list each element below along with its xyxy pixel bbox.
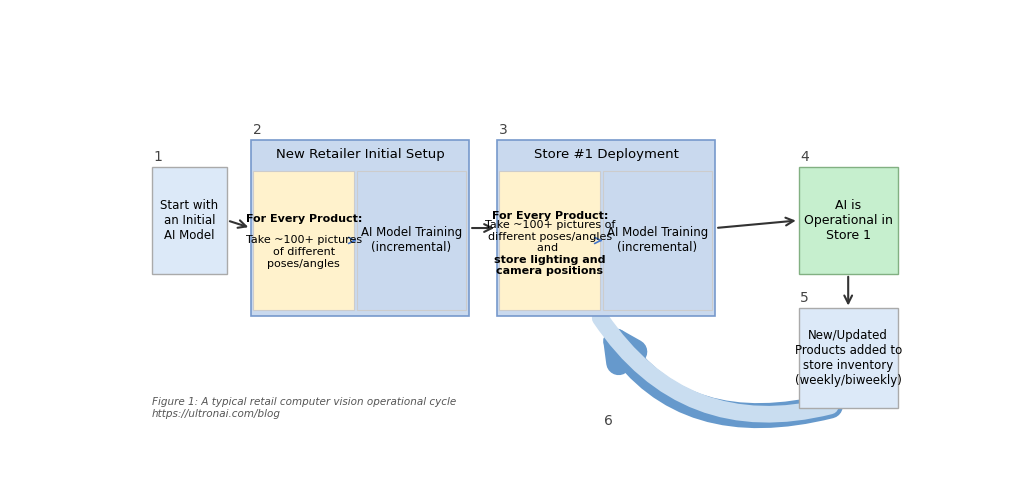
- Text: 3: 3: [499, 123, 507, 137]
- Text: AI is
Operational in
Store 1: AI is Operational in Store 1: [804, 199, 893, 242]
- FancyBboxPatch shape: [799, 308, 898, 408]
- Text: Take ~100+ pictures
of different
poses/angles: Take ~100+ pictures of different poses/a…: [246, 236, 361, 268]
- Text: store lighting and
camera positions: store lighting and camera positions: [494, 254, 605, 276]
- FancyBboxPatch shape: [799, 167, 898, 274]
- FancyBboxPatch shape: [253, 170, 354, 310]
- Text: 5: 5: [800, 291, 809, 305]
- Text: New Retailer Initial Setup: New Retailer Initial Setup: [275, 148, 444, 161]
- Text: 1: 1: [154, 150, 162, 164]
- Text: New/Updated
Products added to
store inventory
(weekly/biweekly): New/Updated Products added to store inve…: [795, 329, 902, 387]
- FancyBboxPatch shape: [152, 167, 227, 274]
- Text: For Every Product:: For Every Product:: [246, 214, 361, 225]
- Text: For Every Product:: For Every Product:: [492, 211, 608, 221]
- Text: 6: 6: [604, 414, 612, 428]
- Text: AI Model Training
(incremental): AI Model Training (incremental): [606, 227, 708, 254]
- FancyBboxPatch shape: [500, 170, 600, 310]
- Text: Figure 1: A typical retail computer vision operational cycle
https://ultronai.co: Figure 1: A typical retail computer visi…: [152, 397, 456, 418]
- Text: 4: 4: [800, 150, 809, 164]
- FancyBboxPatch shape: [602, 170, 712, 310]
- Text: AI Model Training
(incremental): AI Model Training (incremental): [360, 227, 462, 254]
- Text: Take ~100+ pictures of
different poses/angles
and: Take ~100+ pictures of different poses/a…: [484, 220, 615, 253]
- FancyBboxPatch shape: [251, 140, 469, 316]
- FancyBboxPatch shape: [356, 170, 466, 310]
- FancyBboxPatch shape: [497, 140, 715, 316]
- Text: Start with
an Initial
AI Model: Start with an Initial AI Model: [161, 199, 218, 242]
- Text: 2: 2: [253, 123, 261, 137]
- Text: Store #1 Deployment: Store #1 Deployment: [534, 148, 679, 161]
